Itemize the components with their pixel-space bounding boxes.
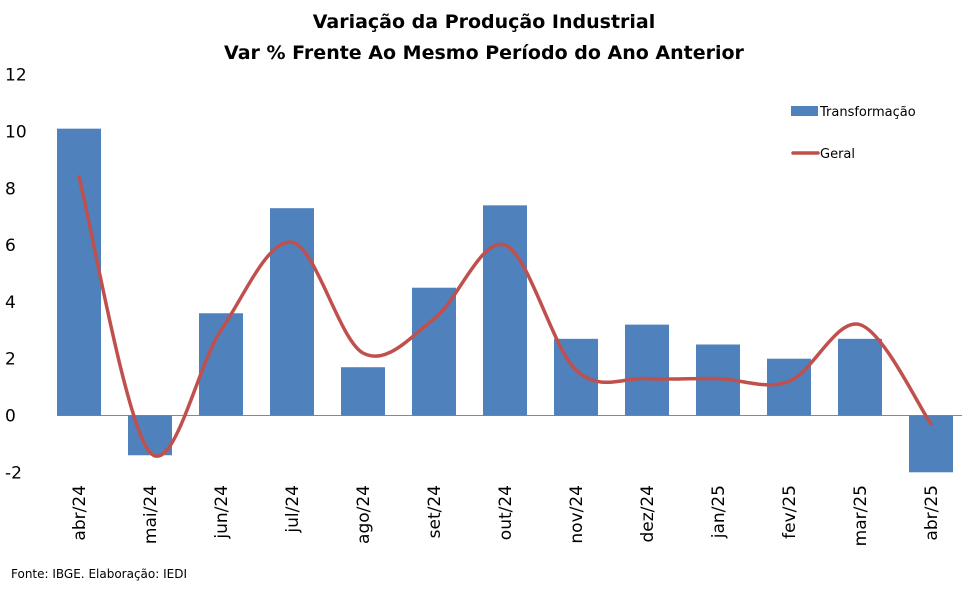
bar-set-24 xyxy=(412,287,456,416)
y-axis-ticks: -2 0 2 4 6 8 10 12 xyxy=(5,66,27,484)
y-tick-label: 0 xyxy=(5,407,16,427)
bar-mar-25 xyxy=(838,338,882,416)
y-tick-label: 8 xyxy=(5,179,16,199)
x-tick-label: mar/25 xyxy=(851,485,871,546)
chart-title-line-1: Variação da Produção Industrial xyxy=(313,11,656,33)
y-tick-label: 2 xyxy=(5,350,16,370)
x-axis-ticks: abr/24 mai/24 jun/24 jul/24 ago/24 set/24 out/… xyxy=(70,485,942,546)
y-tick-label: -2 xyxy=(5,463,22,483)
bar-jul-24 xyxy=(270,208,314,416)
x-tick-label: abr/25 xyxy=(922,485,942,541)
bar-abr-24 xyxy=(57,128,101,416)
x-tick-label: jan/25 xyxy=(709,485,729,539)
legend: Transformação Geral xyxy=(791,105,916,162)
x-tick-label: dez/24 xyxy=(638,485,658,543)
x-tick-label: jul/24 xyxy=(283,485,303,534)
y-tick-label: 6 xyxy=(5,236,16,256)
bar-dez-24 xyxy=(625,324,669,416)
x-tick-label: mai/24 xyxy=(141,485,161,544)
bar-ago-24 xyxy=(341,367,385,416)
legend-label-geral: Geral xyxy=(820,147,855,162)
bar-out-24 xyxy=(483,205,527,416)
y-tick-label: 4 xyxy=(5,293,16,313)
x-tick-label: jun/24 xyxy=(212,485,232,540)
x-tick-label: fev/25 xyxy=(780,485,800,539)
line-series-geral xyxy=(77,175,933,458)
x-tick-label: out/24 xyxy=(496,485,516,540)
bar-series-transformacao xyxy=(57,128,953,473)
bar-fev-25 xyxy=(767,358,811,416)
y-tick-label: 10 xyxy=(5,123,27,143)
source-note: Fonte: IBGE. Elaboração: IEDI xyxy=(11,567,188,581)
x-tick-label: ago/24 xyxy=(354,485,374,544)
x-tick-label: set/24 xyxy=(425,485,445,538)
y-tick-label: 12 xyxy=(5,66,27,86)
legend-swatch-transformacao xyxy=(791,106,818,116)
chart-title-line-2: Var % Frente Ao Mesmo Período do Ano Ant… xyxy=(224,42,745,64)
legend-label-transformacao: Transformação xyxy=(819,105,916,120)
x-tick-label: nov/24 xyxy=(567,485,587,544)
x-tick-label: abr/24 xyxy=(70,485,90,541)
